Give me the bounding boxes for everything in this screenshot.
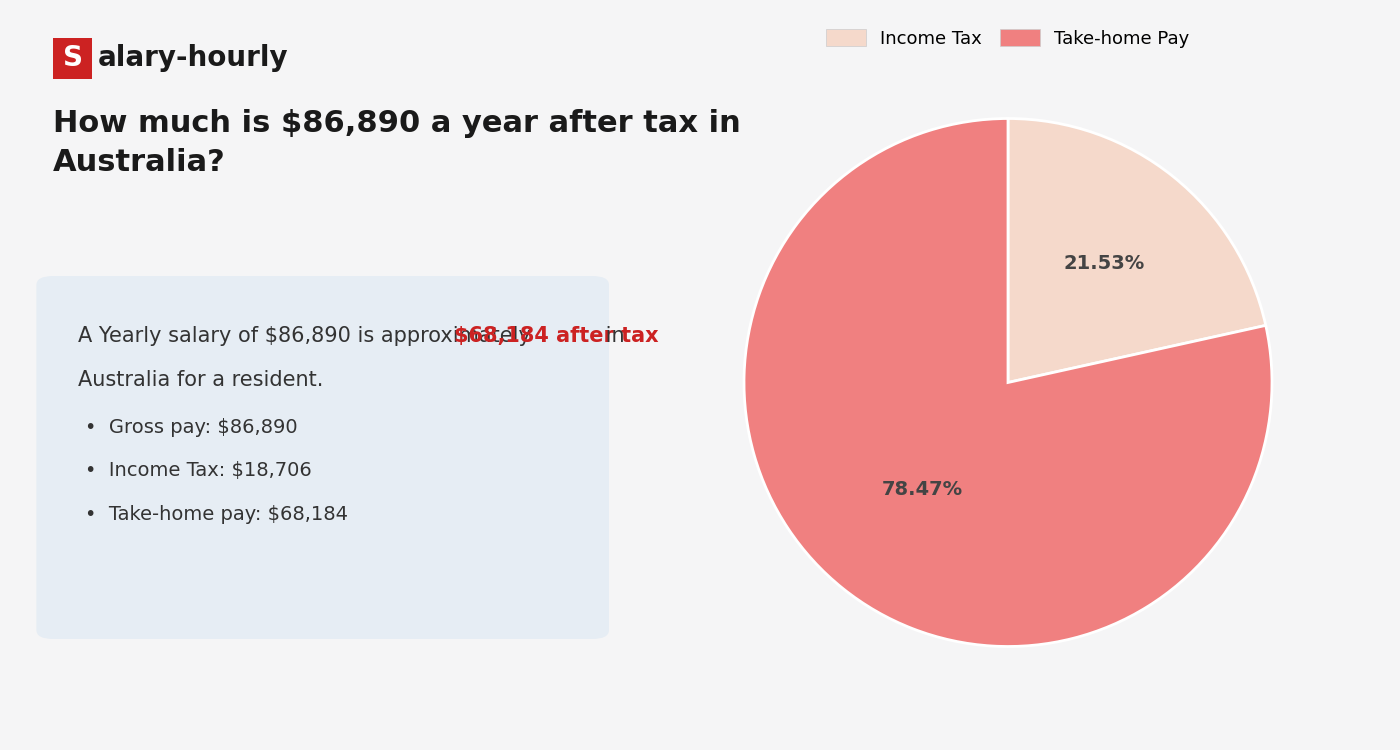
Text: alary-hourly: alary-hourly	[98, 44, 288, 73]
Wedge shape	[1008, 118, 1266, 382]
Text: •  Take-home pay: $68,184: • Take-home pay: $68,184	[85, 505, 349, 524]
Text: 78.47%: 78.47%	[882, 480, 963, 499]
Text: A Yearly salary of $86,890 is approximately: A Yearly salary of $86,890 is approximat…	[78, 326, 538, 346]
Text: How much is $86,890 a year after tax in
Australia?: How much is $86,890 a year after tax in …	[53, 109, 741, 177]
Text: in: in	[599, 326, 624, 346]
Text: Australia for a resident.: Australia for a resident.	[78, 370, 323, 390]
Text: $68,184 after tax: $68,184 after tax	[454, 326, 659, 346]
Wedge shape	[743, 118, 1273, 646]
Text: •  Gross pay: $86,890: • Gross pay: $86,890	[85, 418, 298, 436]
Text: •  Income Tax: $18,706: • Income Tax: $18,706	[85, 461, 312, 480]
Legend: Income Tax, Take-home Pay: Income Tax, Take-home Pay	[819, 22, 1197, 56]
Text: 21.53%: 21.53%	[1063, 254, 1144, 272]
Text: S: S	[63, 44, 83, 73]
